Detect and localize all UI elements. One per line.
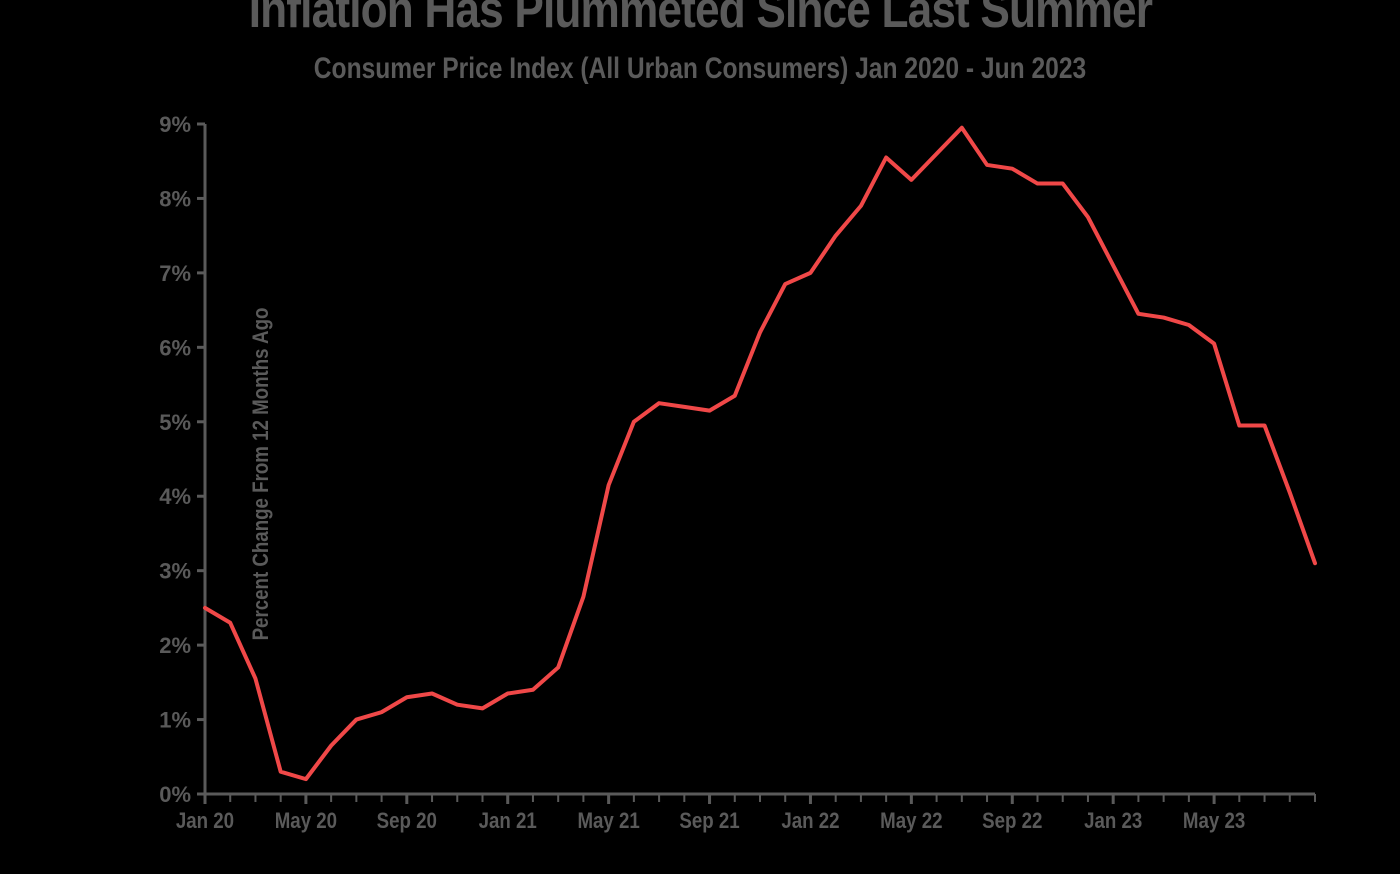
chart-area: Percent Change From 12 Months Ago 0%1%2%… xyxy=(75,114,1325,834)
chart-svg: 0% 1% 2% 3% 4% 5% 6% 7% 8% 9% Jan 20 May 20 Sep 20 Ja… xyxy=(75,114,1325,874)
svg-text:May 20: May 20 xyxy=(275,810,337,834)
svg-text:Sep 20: Sep 20 xyxy=(377,810,437,834)
svg-text:6%: 6% xyxy=(159,335,191,360)
svg-text:7%: 7% xyxy=(159,261,191,286)
svg-text:8%: 8% xyxy=(159,186,191,211)
svg-text:3%: 3% xyxy=(159,559,191,584)
svg-text:1%: 1% xyxy=(159,708,191,733)
svg-text:Jan 23: Jan 23 xyxy=(1084,810,1142,834)
chart-subtitle: Consumer Price Index (All Urban Consumer… xyxy=(314,52,1086,86)
svg-text:May 23: May 23 xyxy=(1183,810,1245,834)
svg-text:Jan 20: Jan 20 xyxy=(176,810,234,834)
svg-text:Jan 22: Jan 22 xyxy=(781,810,839,834)
svg-text:4%: 4% xyxy=(159,484,191,509)
svg-text:May 21: May 21 xyxy=(577,810,639,834)
svg-text:0%: 0% xyxy=(159,782,191,807)
chart-title: Inflation Has Plummeted Since Last Summe… xyxy=(248,0,1151,40)
svg-text:Jan 21: Jan 21 xyxy=(479,810,537,834)
svg-text:Sep 21: Sep 21 xyxy=(679,810,739,834)
svg-text:Sep 22: Sep 22 xyxy=(982,810,1042,834)
svg-text:9%: 9% xyxy=(159,114,191,137)
svg-text:2%: 2% xyxy=(159,633,191,658)
svg-text:5%: 5% xyxy=(159,410,191,435)
svg-text:May 22: May 22 xyxy=(880,810,942,834)
